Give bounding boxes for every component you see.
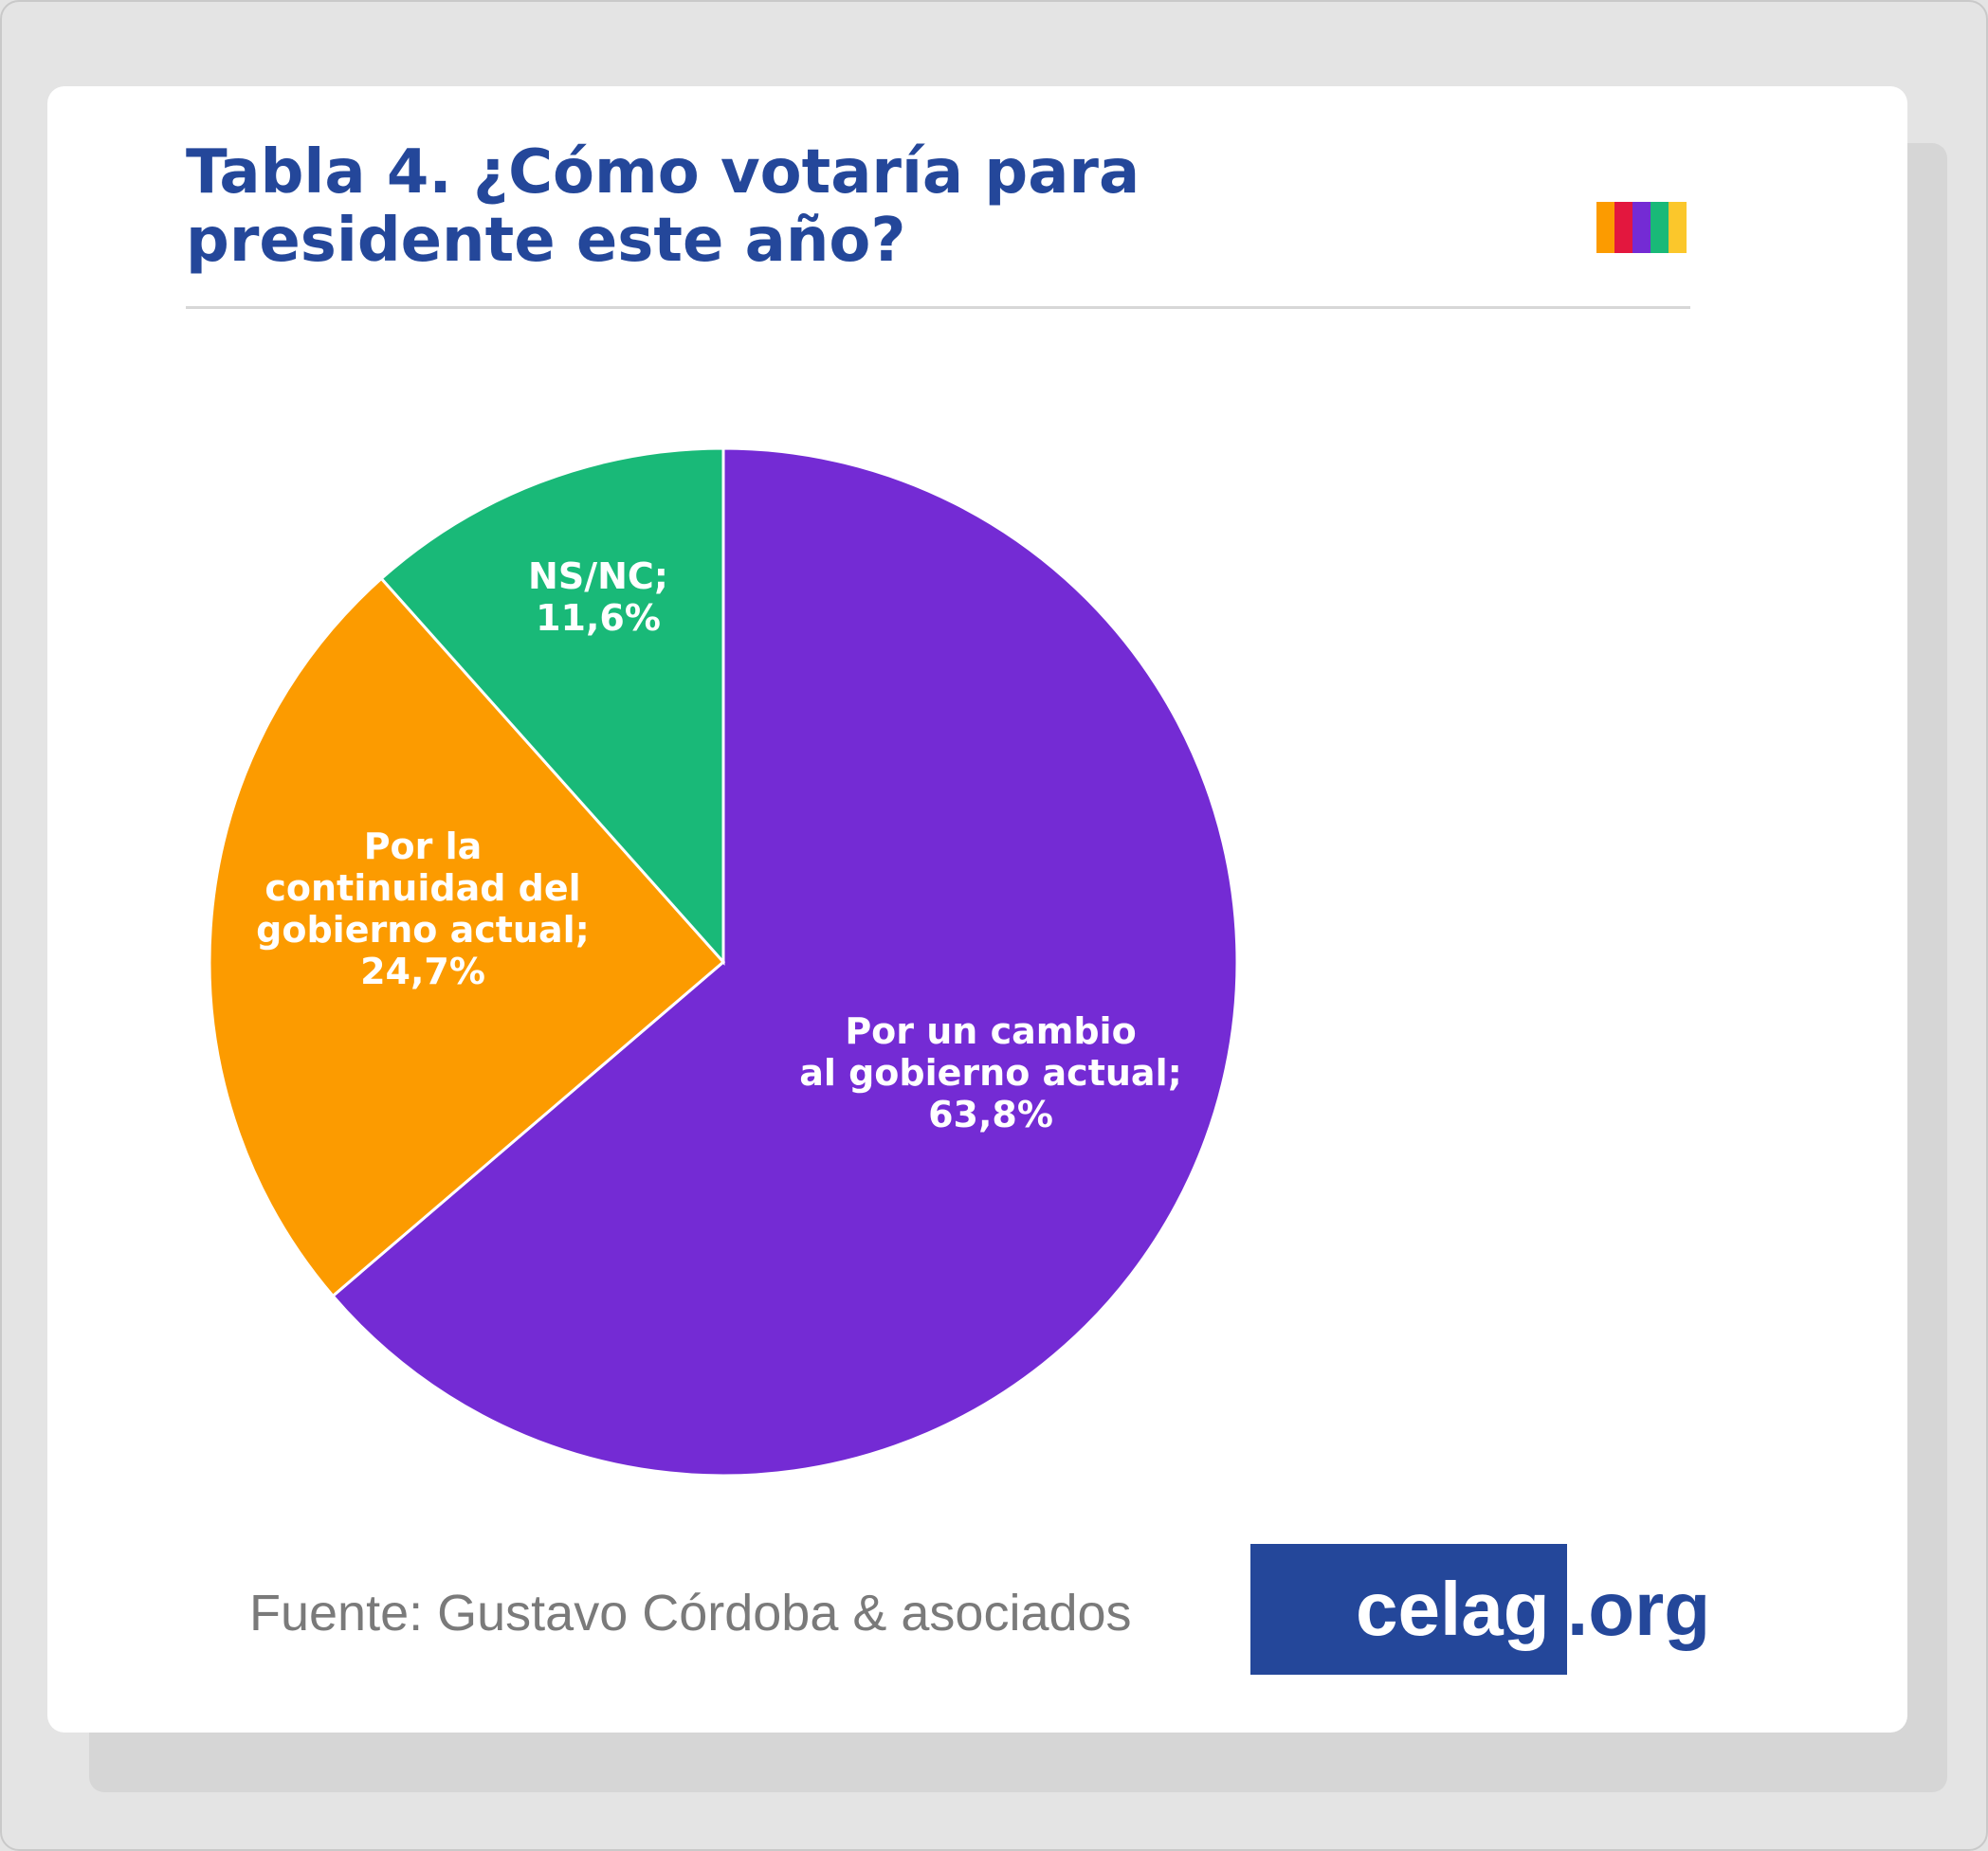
pie-chart: Por un cambio al gobierno actual; 63,8%Por… xyxy=(208,446,1239,1478)
slice-label-0-line-2: 63,8% xyxy=(928,1094,1053,1135)
slice-label-1-line-1: continuidad del xyxy=(264,867,580,909)
accent-swatch-2 xyxy=(1632,202,1651,253)
slice-label-0: Por un cambio al gobierno actual; 63,8% xyxy=(799,1010,1182,1135)
slice-label-2: NS/NC; 11,6% xyxy=(528,555,668,639)
slice-label-1: Por la continuidad del gobierno actual; 24,… xyxy=(256,826,590,992)
slice-label-0-line-0: Por un cambio xyxy=(845,1010,1136,1052)
accent-swatch-4 xyxy=(1669,202,1687,253)
pie-labels: Por un cambio al gobierno actual; 63,8%Por… xyxy=(256,555,1182,1135)
slice-label-1-line-2: gobierno actual; xyxy=(256,909,590,951)
pie-slice-2 xyxy=(379,446,725,966)
logo-suffix-text: .org xyxy=(1567,1567,1711,1651)
slice-label-0-line-1: al gobierno actual; xyxy=(799,1052,1182,1094)
accent-color-bar xyxy=(1596,202,1687,253)
pie-slice-1 xyxy=(208,576,726,1298)
slice-label-2-line-0: NS/NC; xyxy=(528,555,668,597)
pie-slices xyxy=(208,446,1239,1478)
chart-title: Tabla 4. ¿Cómo votaría para presidente e… xyxy=(186,138,1229,275)
slice-label-1-line-0: Por la xyxy=(364,826,483,867)
chart-title-line-1: Tabla 4. ¿Cómo votaría para xyxy=(186,137,1140,208)
accent-swatch-3 xyxy=(1651,202,1669,253)
slice-label-1-line-3: 24,7% xyxy=(360,951,485,992)
logo-box xyxy=(1250,1544,1567,1675)
logo-main-text: celag xyxy=(1356,1567,1550,1651)
pie-slice-0 xyxy=(331,446,1239,1478)
source-note: Fuente: Gustavo Córdoba & asociados xyxy=(249,1585,1132,1642)
slice-label-2-line-1: 11,6% xyxy=(536,597,661,639)
title-divider xyxy=(186,306,1690,309)
accent-swatch-0 xyxy=(1596,202,1614,253)
chart-title-line-2: presidente este año? xyxy=(186,206,906,276)
accent-swatch-1 xyxy=(1614,202,1632,253)
